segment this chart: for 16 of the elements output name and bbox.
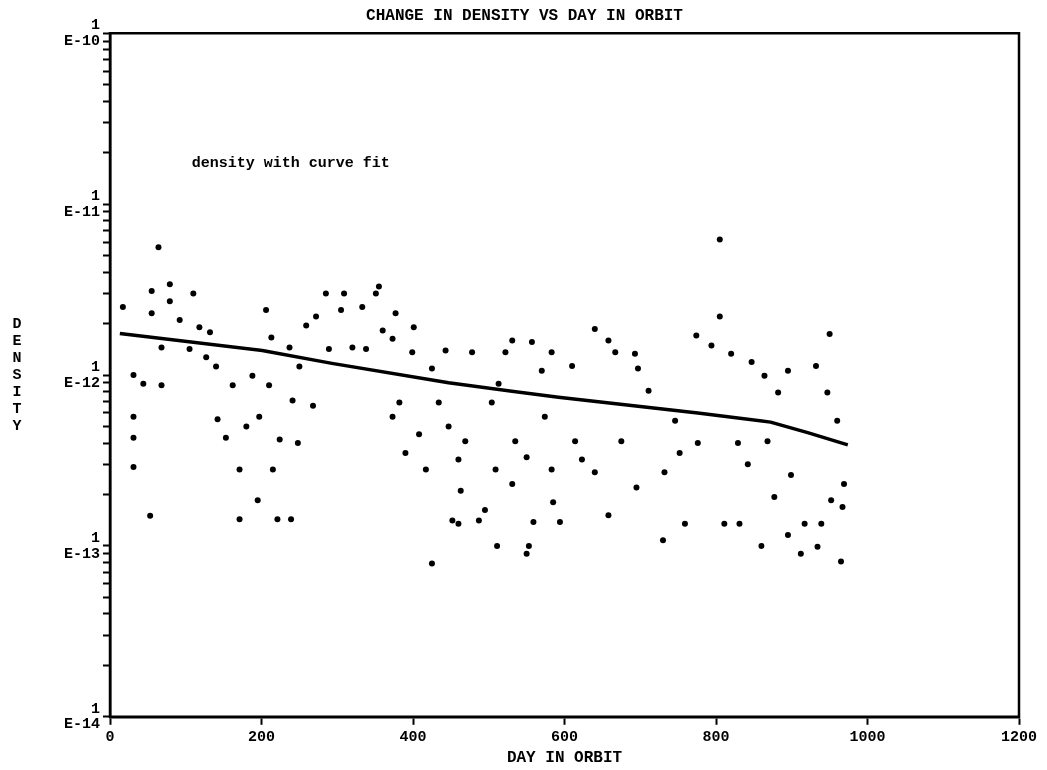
annotation: density with curve fit	[191, 154, 390, 172]
x-tick-label: 1200	[1000, 728, 1038, 746]
x-tick-label: 1000	[849, 728, 886, 746]
y-tick-label: 1E-14	[63, 700, 100, 734]
y-tick-label: 1E-12	[63, 358, 100, 392]
y-tick-label: 1E-11	[63, 188, 100, 221]
y-tick-label: 1E-10	[63, 17, 100, 50]
y-tick-label: 1E-13	[63, 529, 100, 563]
x-tick-label: 400	[399, 728, 427, 746]
x-tick-label: 0	[105, 728, 115, 746]
x-tick-label: 200	[247, 728, 276, 746]
y-axis-title: DENSITY	[12, 315, 22, 435]
chart-title: CHANGE IN DENSITY VS DAY IN ORBIT	[366, 6, 684, 25]
x-tick-label: 800	[702, 728, 730, 746]
x-tick-label: 600	[550, 728, 579, 746]
x-axis-title: DAY IN ORBIT	[506, 749, 623, 768]
